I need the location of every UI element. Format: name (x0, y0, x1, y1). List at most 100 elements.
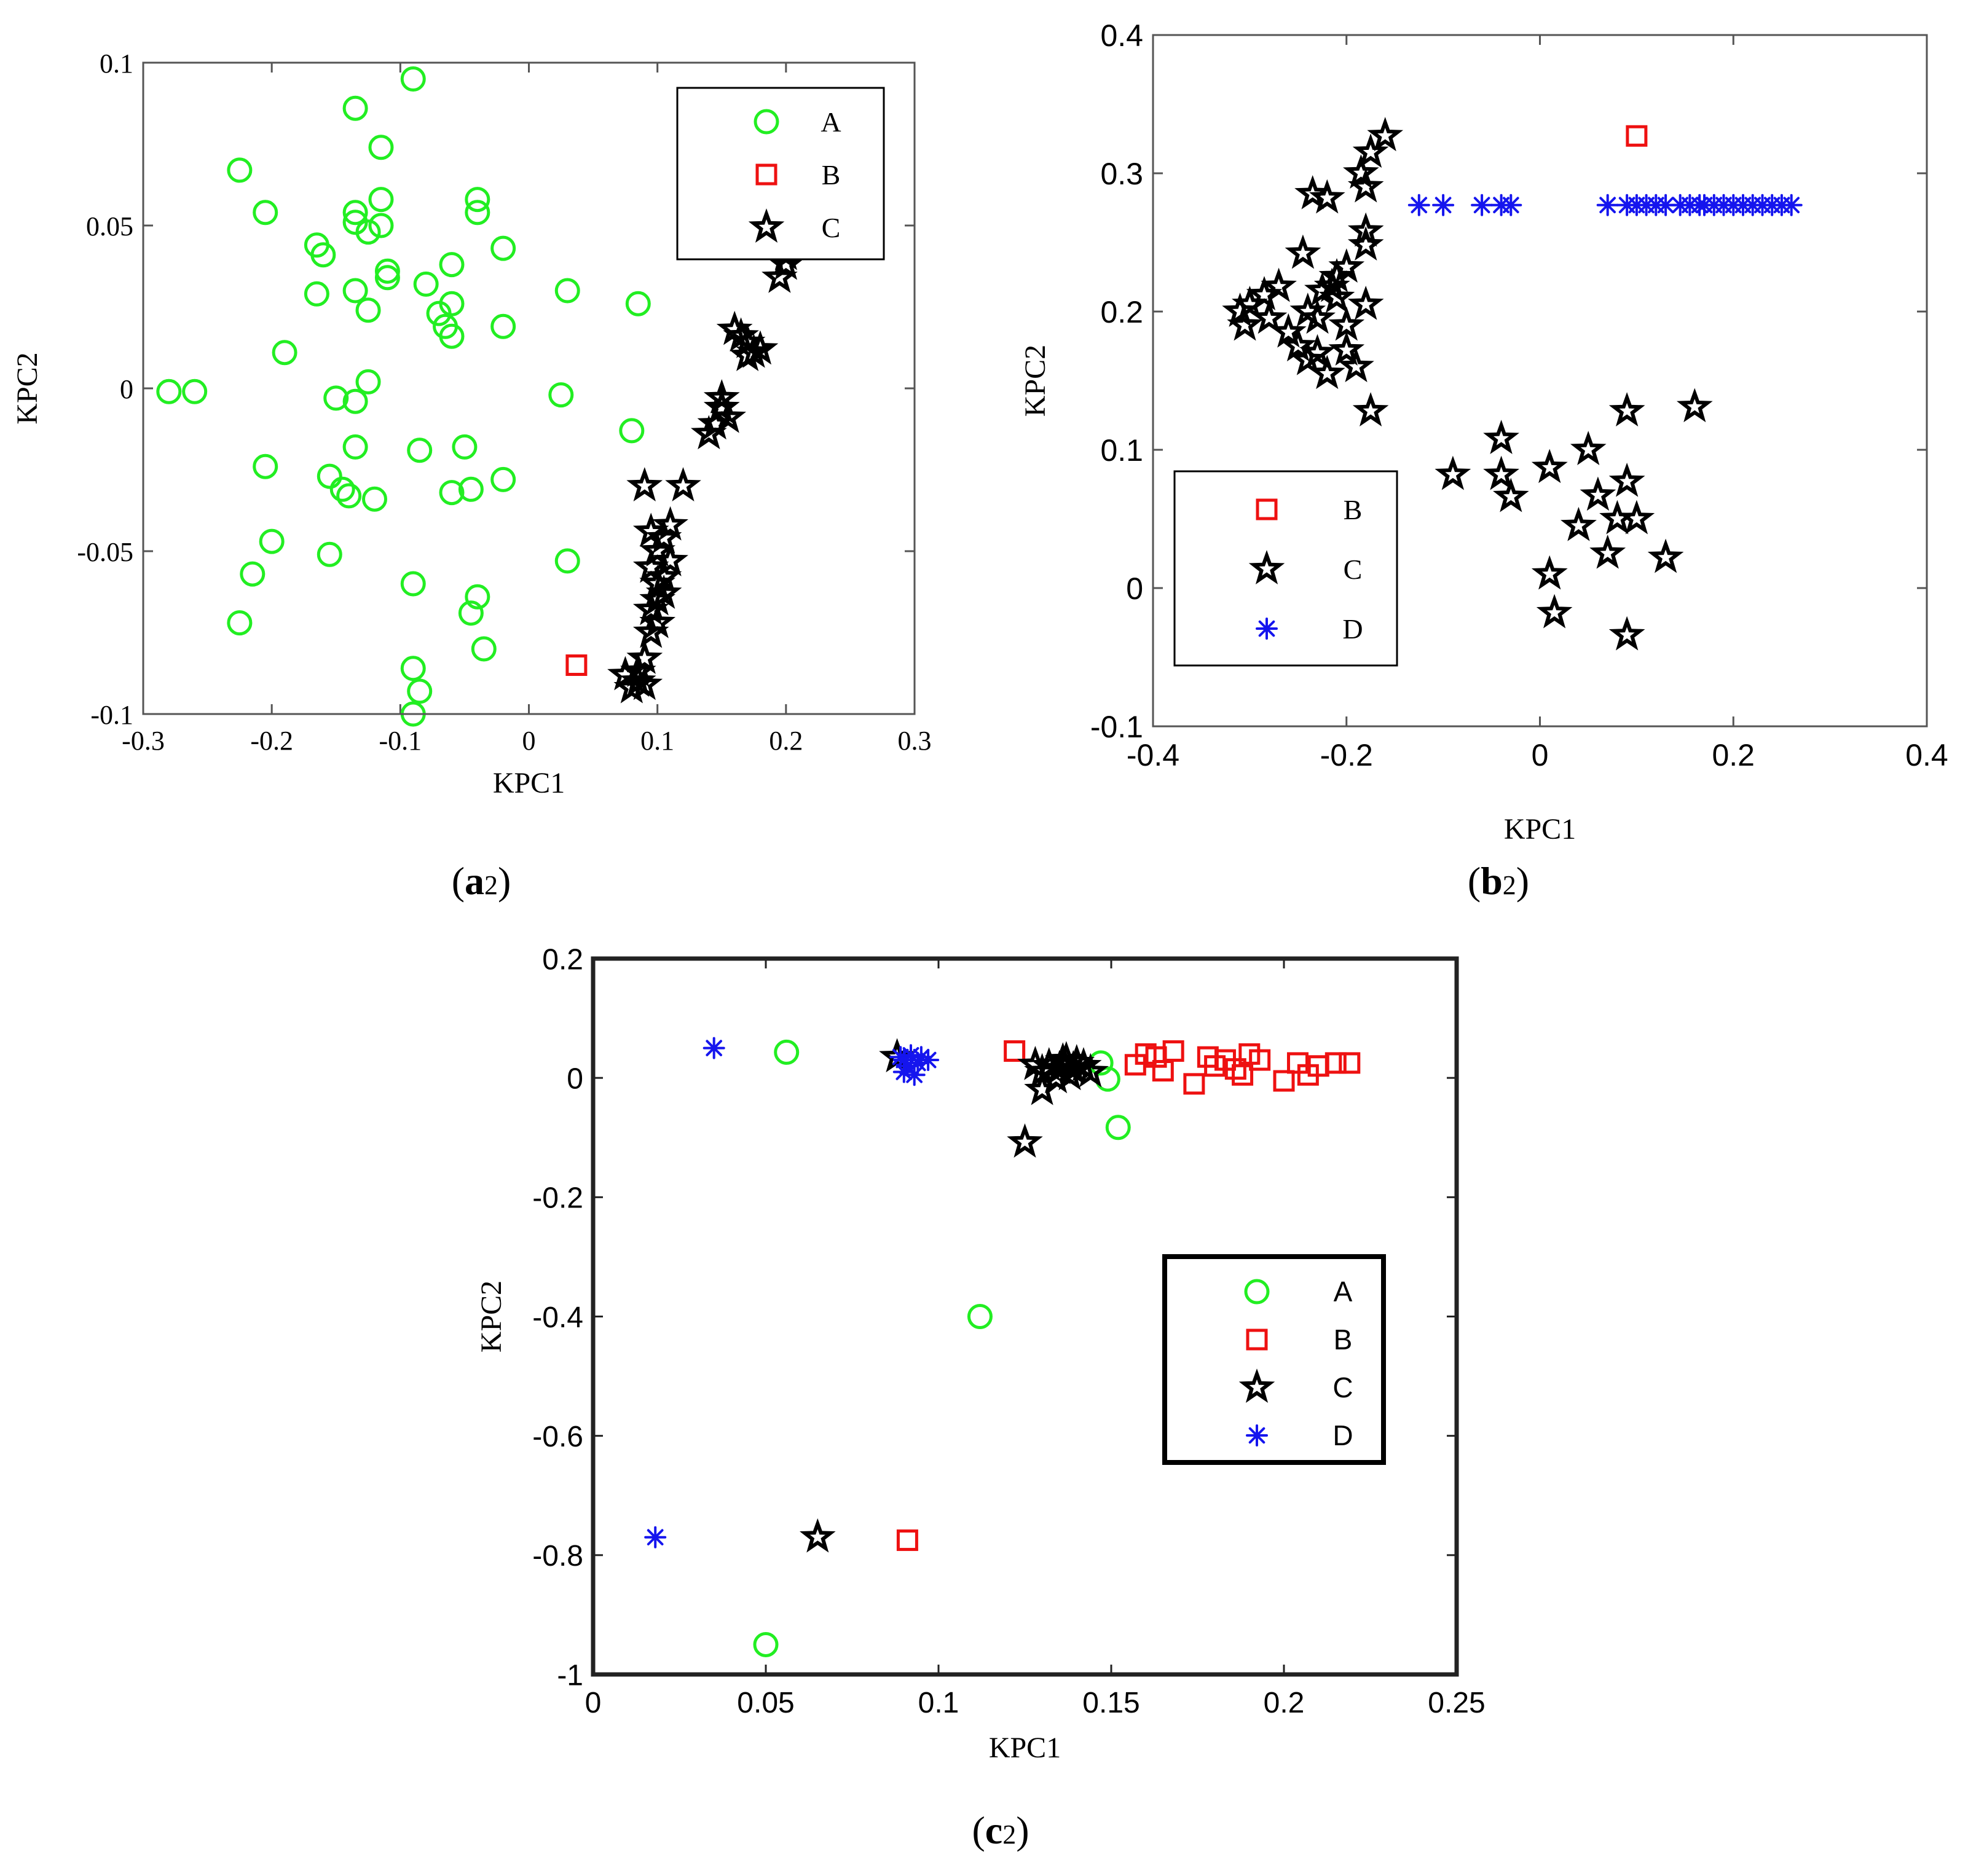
data-point-B (1224, 1058, 1246, 1080)
data-point-A (625, 291, 651, 316)
y-tick-label: 0.3 (1100, 157, 1143, 191)
caption-close-paren: ) (1016, 1808, 1029, 1852)
legend-marker-B (1256, 498, 1278, 520)
legend-label-B: B (1344, 494, 1363, 525)
x-tick-label: 0 (585, 1687, 602, 1719)
y-tick-label: -1 (557, 1659, 583, 1692)
y-tick-label: -0.1 (90, 700, 133, 730)
data-point-C (632, 613, 669, 648)
data-point-C (652, 506, 688, 541)
legend: BCD (1173, 470, 1398, 667)
data-point-C (762, 258, 798, 293)
data-point-A (967, 1304, 993, 1329)
caption-letter: c (985, 1808, 1002, 1852)
y-axis-label: KPC2 (1019, 345, 1052, 417)
data-point-A (490, 235, 516, 261)
data-point-A (342, 434, 368, 460)
data-point-C (1531, 449, 1568, 484)
data-point-A (317, 463, 342, 489)
data-point-B (1339, 1052, 1361, 1074)
x-axis-label: KPC1 (989, 1732, 1061, 1764)
x-tick-label: 0.05 (737, 1687, 794, 1719)
y-tick-label: 0.2 (542, 943, 583, 976)
data-point-D (1500, 194, 1522, 216)
data-point-C (1570, 431, 1607, 466)
data-point-C (1608, 462, 1645, 497)
caption-a2: (a2) (452, 859, 511, 903)
series-C (607, 210, 811, 704)
series-C (1222, 117, 1713, 651)
data-point-A (227, 610, 253, 636)
data-point-A (336, 483, 362, 509)
data-point-B (1273, 1070, 1295, 1092)
data-point-D (644, 1526, 667, 1548)
y-tick-label: -0.6 (532, 1421, 583, 1453)
legend-box (676, 87, 885, 261)
data-point-A (413, 271, 439, 297)
data-point-A (329, 476, 355, 502)
data-point-A (471, 636, 497, 662)
data-point-A (400, 66, 426, 92)
x-tick-label: -0.3 (122, 726, 165, 756)
data-point-C (1285, 234, 1321, 269)
data-point-A (458, 476, 484, 502)
data-point-A (458, 600, 484, 626)
data-point-A (355, 219, 381, 245)
data-point-C (1347, 226, 1384, 261)
data-point-D (1655, 194, 1677, 216)
data-point-C (1328, 306, 1365, 341)
data-point-D (703, 1037, 725, 1059)
data-point-C (768, 245, 805, 280)
legend-box (1173, 470, 1398, 667)
data-point-A (465, 187, 490, 213)
axes-box (142, 61, 916, 715)
data-point-A (368, 187, 394, 213)
data-point-A (774, 1039, 800, 1065)
data-point-A (253, 453, 278, 479)
data-point-D (1780, 194, 1803, 216)
x-tick-label: 0.1 (918, 1687, 959, 1719)
y-axis-label: KPC2 (11, 352, 44, 424)
data-point-A (342, 278, 368, 304)
data-point-B (896, 1529, 918, 1552)
data-point-C (1580, 476, 1616, 511)
x-tick-label: -0.1 (379, 726, 422, 756)
data-point-A (548, 382, 574, 408)
data-point-B (1004, 1040, 1026, 1062)
data-point-A (439, 252, 465, 278)
data-point-D (1432, 194, 1455, 216)
data-point-A (490, 313, 516, 339)
data-point-A (317, 541, 342, 567)
x-tick-label: 0.3 (898, 726, 932, 756)
legend-marker-D (1256, 618, 1278, 640)
data-point-D (892, 1049, 915, 1071)
x-tick-label: -0.2 (1320, 738, 1373, 772)
axes-box (1152, 34, 1928, 728)
data-point-A (374, 265, 400, 291)
data-point-C (1676, 388, 1713, 423)
series-B (896, 1040, 1361, 1552)
data-point-C (1561, 506, 1597, 541)
data-point-A (554, 278, 580, 304)
data-point-D (1407, 194, 1430, 216)
data-point-A (253, 200, 278, 226)
data-point-A (156, 379, 182, 404)
y-tick-label: 0 (1126, 571, 1143, 606)
legend-label-D: D (1332, 1419, 1353, 1451)
data-point-C (1309, 179, 1345, 214)
y-tick-label: -0.8 (532, 1540, 583, 1572)
series-B (1626, 125, 1648, 147)
legend-marker-D (1246, 1424, 1268, 1446)
caption-c2: (c2) (972, 1808, 1029, 1852)
data-point-B (1183, 1073, 1205, 1095)
data-point-D (917, 1049, 940, 1071)
data-point-C (1024, 1070, 1060, 1105)
data-point-C (1435, 455, 1471, 490)
chart-a2: -0.3 -0.2 -0.1 0 0.1 0.2 0.3 -0.1 -0.05 0 0.05 0.1 K… (11, 49, 932, 903)
data-point-A (240, 561, 266, 587)
data-point-B (1162, 1040, 1184, 1062)
data-point-D (892, 1061, 915, 1083)
data-point-C (645, 519, 682, 554)
y-tick-label: -0.4 (532, 1301, 583, 1334)
